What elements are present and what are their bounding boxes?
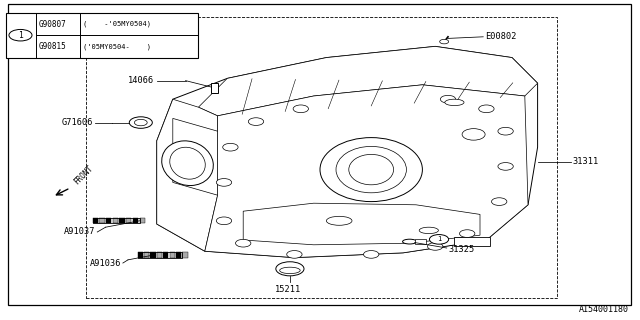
Circle shape — [428, 243, 443, 250]
Text: A154001180: A154001180 — [579, 305, 628, 314]
Bar — [163, 252, 168, 258]
Text: 15211: 15211 — [275, 285, 301, 294]
Text: ('05MY0504-    ): ('05MY0504- ) — [83, 43, 150, 50]
Text: G71606: G71606 — [61, 118, 93, 127]
Circle shape — [440, 39, 449, 44]
Ellipse shape — [336, 147, 406, 193]
Circle shape — [276, 262, 304, 276]
Bar — [6, 13, 198, 58]
Circle shape — [462, 129, 485, 140]
Polygon shape — [243, 203, 480, 245]
Bar — [126, 218, 131, 223]
Circle shape — [287, 251, 302, 258]
Text: 31325: 31325 — [448, 245, 474, 254]
Bar — [138, 252, 143, 258]
Text: 1: 1 — [437, 236, 441, 242]
Circle shape — [248, 118, 264, 125]
Bar — [211, 83, 218, 93]
Text: 31311: 31311 — [573, 157, 599, 166]
Bar — [113, 218, 118, 223]
Polygon shape — [205, 85, 528, 258]
Circle shape — [129, 117, 152, 128]
Bar — [144, 252, 149, 258]
Polygon shape — [173, 118, 218, 195]
Bar — [138, 252, 182, 258]
Ellipse shape — [403, 239, 417, 244]
Circle shape — [9, 29, 32, 41]
Text: E00802: E00802 — [485, 32, 516, 41]
Polygon shape — [157, 46, 538, 258]
Bar — [86, 17, 557, 298]
Text: A91036: A91036 — [90, 259, 121, 268]
Circle shape — [429, 235, 449, 244]
Circle shape — [216, 217, 232, 225]
Bar — [176, 252, 181, 258]
Circle shape — [492, 198, 507, 205]
Circle shape — [498, 127, 513, 135]
Bar — [106, 218, 111, 223]
Ellipse shape — [320, 138, 422, 202]
Bar — [415, 239, 426, 244]
Circle shape — [223, 143, 238, 151]
Polygon shape — [198, 46, 538, 116]
Circle shape — [134, 119, 147, 126]
Text: 14066: 14066 — [128, 76, 154, 85]
Circle shape — [364, 251, 379, 258]
Circle shape — [479, 105, 494, 113]
Bar — [120, 218, 125, 223]
Circle shape — [460, 230, 475, 237]
Ellipse shape — [162, 141, 213, 186]
Text: FRONT: FRONT — [72, 164, 95, 186]
Circle shape — [440, 95, 456, 103]
Polygon shape — [157, 99, 218, 251]
Ellipse shape — [280, 267, 300, 274]
Ellipse shape — [170, 147, 205, 179]
Circle shape — [216, 179, 232, 186]
Bar — [454, 237, 490, 246]
Text: 1: 1 — [18, 31, 23, 40]
Ellipse shape — [326, 216, 352, 225]
Text: G90815: G90815 — [38, 42, 66, 51]
Ellipse shape — [445, 99, 464, 106]
Bar — [99, 218, 104, 223]
Bar — [93, 218, 140, 223]
Bar — [182, 252, 188, 258]
Bar — [157, 252, 162, 258]
Text: (    -'05MY0504): ( -'05MY0504) — [83, 21, 150, 27]
Circle shape — [293, 105, 308, 113]
Text: G90807: G90807 — [38, 20, 66, 28]
Ellipse shape — [419, 227, 438, 234]
Bar — [150, 252, 156, 258]
Bar — [93, 218, 98, 223]
Ellipse shape — [349, 155, 394, 185]
Circle shape — [236, 239, 251, 247]
Circle shape — [498, 163, 513, 170]
Bar — [140, 218, 145, 223]
Bar — [170, 252, 175, 258]
Bar — [133, 218, 138, 223]
Text: A91037: A91037 — [64, 228, 95, 236]
